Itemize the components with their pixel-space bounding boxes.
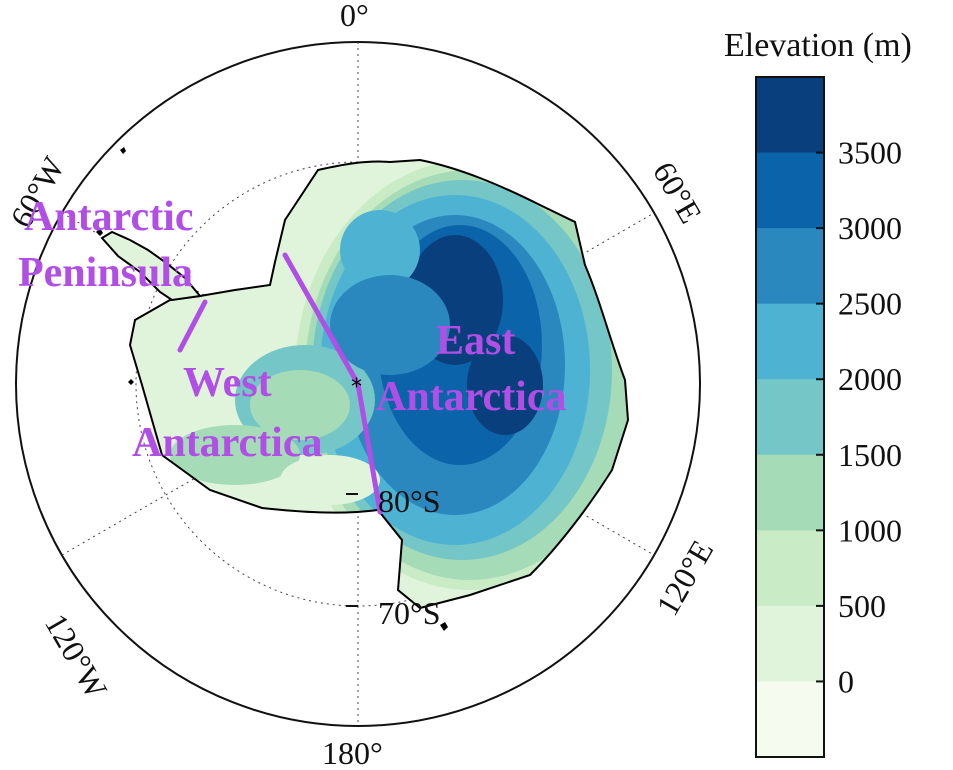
latitude-label-80s: 80°S xyxy=(378,483,441,519)
colorbar-ticks: 3500 3000 2500 2000 1500 1000 500 0 xyxy=(816,135,902,699)
west-label-line1: West xyxy=(183,360,272,406)
colorbar-band xyxy=(756,605,824,682)
region-boundary-lines xyxy=(177,252,383,515)
south-pole-marker: * xyxy=(351,375,362,400)
peninsula-label-line2: Peninsula xyxy=(18,250,193,296)
colorbar-band xyxy=(756,152,824,229)
colorbar-band xyxy=(756,454,824,531)
coastline xyxy=(128,158,630,610)
antarctic-peninsula xyxy=(100,230,202,302)
antarctica-landmass xyxy=(96,147,630,631)
latitude-label-70s: 70°S xyxy=(378,595,441,631)
peninsula-label-line1: Antarctic xyxy=(24,194,194,240)
colorbar-tick-label: 3500 xyxy=(838,135,902,171)
colorbar-band xyxy=(756,379,824,456)
colorbar-tick-label: 1500 xyxy=(838,437,902,473)
colorbar-band xyxy=(756,681,824,758)
colorbar-tick-label: 2500 xyxy=(838,286,902,322)
colorbar-bands xyxy=(756,77,824,758)
meridian-label-0: 0° xyxy=(340,0,369,33)
meridian-label-180: 180° xyxy=(322,735,383,770)
east-label-line1: East xyxy=(436,318,515,364)
colorbar-band xyxy=(756,303,824,380)
meridian-label-120w: 120°W xyxy=(38,608,115,705)
latitude-ticks xyxy=(346,493,358,607)
colorbar-band xyxy=(756,530,824,607)
colorbar-band xyxy=(756,77,824,154)
colorbar-tick-label: 2000 xyxy=(838,361,902,397)
colorbar-frame xyxy=(755,76,825,758)
east-label-line2: Antarctica xyxy=(376,374,567,420)
colorbar: 3500 3000 2500 2000 1500 1000 500 0 xyxy=(755,76,902,758)
colorbar-band xyxy=(756,228,824,305)
colorbar-tick-label: 0 xyxy=(838,663,854,699)
colorbar-tick-label: 3000 xyxy=(838,210,902,246)
colorbar-title: Elevation (m) xyxy=(724,27,912,64)
colorbar-tick-label: 500 xyxy=(838,588,886,624)
west-label-line2: Antarctica xyxy=(132,420,323,466)
colorbar-tick-label: 1000 xyxy=(838,512,902,548)
